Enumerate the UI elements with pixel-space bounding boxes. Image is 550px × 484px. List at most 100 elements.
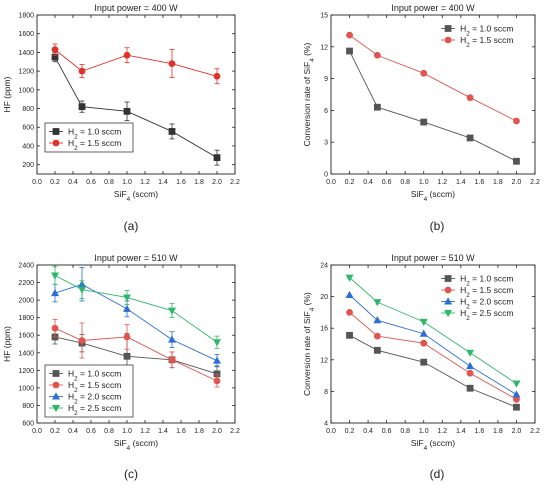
- data-point: [213, 356, 221, 364]
- data-point: [466, 361, 475, 370]
- panel-label: (b): [430, 219, 445, 233]
- y-tick-label: 16: [320, 326, 328, 333]
- x-tick-label: 0.4: [68, 179, 78, 186]
- y-axis-label: HF (ppm): [2, 326, 12, 362]
- x-tick-label: 0.4: [363, 428, 373, 435]
- x-tick-label: 0.0: [326, 428, 336, 435]
- data-point: [51, 324, 59, 332]
- data-point: [466, 94, 474, 102]
- legend-marker: [444, 36, 452, 44]
- data-point: [466, 369, 474, 377]
- legend-marker: [52, 392, 60, 400]
- data-point: [168, 307, 176, 315]
- y-tick-label: 15: [320, 13, 328, 20]
- y-tick-label: 0: [324, 172, 328, 179]
- x-tick-label: 1.2: [437, 179, 447, 186]
- x-tick-label: 1.8: [493, 179, 503, 186]
- legend-entry: H2 = 2.5 sccm: [460, 308, 513, 322]
- legend-entry: H2 = 1.0 sccm: [460, 24, 513, 38]
- x-tick-label: 2.0: [212, 179, 222, 186]
- legend-entry: H2 = 2.0 sccm: [68, 392, 121, 406]
- x-tick-label: 1.6: [474, 428, 484, 435]
- x-tick-label: 0.2: [50, 428, 60, 435]
- x-tick-label: 2.0: [512, 179, 522, 186]
- x-tick-label: 0.8: [400, 428, 410, 435]
- x-tick-label: 0.0: [32, 428, 42, 435]
- y-tick-label: 6: [324, 108, 328, 115]
- data-point: [213, 72, 221, 80]
- data-point: [168, 60, 176, 68]
- legend-entry: H2 = 1.5 sccm: [460, 35, 513, 49]
- data-point: [419, 318, 428, 327]
- data-point: [373, 346, 381, 354]
- legend-marker: [52, 139, 60, 147]
- plot-frame: [330, 14, 536, 175]
- y-tick-label: 1200: [18, 69, 34, 76]
- x-tick-label: 1.8: [194, 179, 204, 186]
- data-point: [466, 384, 474, 392]
- y-tick-label: 2000: [18, 298, 34, 305]
- legend-box: [44, 122, 134, 153]
- x-axis-label: SiF4 (sccm): [114, 189, 158, 203]
- legend-marker: [52, 381, 60, 389]
- y-tick-label: 800: [22, 403, 34, 410]
- data-point: [345, 290, 354, 299]
- data-point: [78, 337, 86, 344]
- y-tick-label: 1200: [18, 368, 34, 375]
- data-point: [123, 352, 131, 360]
- y-tick-label: 1800: [18, 315, 34, 322]
- data-point: [168, 128, 176, 135]
- data-point: [51, 46, 59, 54]
- x-tick-label: 2.2: [230, 428, 240, 435]
- y-tick-label: 1600: [18, 31, 34, 38]
- x-axis-label: SiF4 (sccm): [114, 438, 158, 452]
- plot-frame: [330, 264, 536, 424]
- series-3: [345, 290, 521, 398]
- series-2: [51, 319, 221, 388]
- x-tick-label: 1.6: [474, 179, 484, 186]
- data-point: [420, 118, 428, 126]
- x-tick-label: 0.6: [382, 179, 392, 186]
- y-tick-label: 200: [22, 162, 34, 169]
- y-tick-label: 1600: [18, 333, 34, 340]
- legend-entry: H2 = 1.5 sccm: [68, 138, 121, 152]
- y-axis-label: Conversion rate of SiF4 (%): [302, 42, 316, 146]
- y-tick-label: 2200: [18, 280, 34, 287]
- data-point: [512, 380, 521, 388]
- legend-entry: H2 = 1.0 sccm: [68, 127, 121, 141]
- x-tick-label: 1.4: [456, 428, 466, 435]
- chart-title: Input power = 510 W: [391, 253, 475, 263]
- y-tick-label: 20: [320, 294, 328, 301]
- y-tick-label: 600: [22, 421, 34, 428]
- y-axis-label: Conversion rate of SiF4 (%): [302, 292, 316, 396]
- data-point: [213, 339, 221, 347]
- y-axis-label: HF (ppm): [2, 76, 12, 112]
- x-tick-label: 0.6: [382, 428, 392, 435]
- x-tick-label: 0.6: [86, 179, 96, 186]
- data-point: [78, 67, 86, 75]
- legend-entry: H2 = 2.0 sccm: [460, 297, 513, 311]
- y-tick-label: 12: [320, 357, 328, 364]
- x-tick-label: 1.4: [158, 179, 168, 186]
- x-tick-label: 0.2: [345, 428, 355, 435]
- data-point: [213, 370, 221, 378]
- x-tick-label: 0.4: [363, 179, 373, 186]
- series-3: [51, 267, 221, 368]
- series-line: [349, 312, 517, 400]
- series-line: [349, 334, 517, 408]
- data-point: [419, 329, 428, 337]
- x-tick-label: 1.2: [437, 428, 447, 435]
- x-tick-label: 2.0: [212, 428, 222, 435]
- data-point: [51, 53, 59, 61]
- data-point: [466, 349, 475, 357]
- y-tick-label: 1000: [18, 385, 34, 392]
- plot-frame: [36, 14, 236, 175]
- legend-entry: H2 = 2.5 sccm: [68, 403, 121, 417]
- legend-marker: [52, 370, 60, 377]
- legend-marker: [444, 286, 452, 294]
- y-tick-label: 4: [324, 421, 328, 428]
